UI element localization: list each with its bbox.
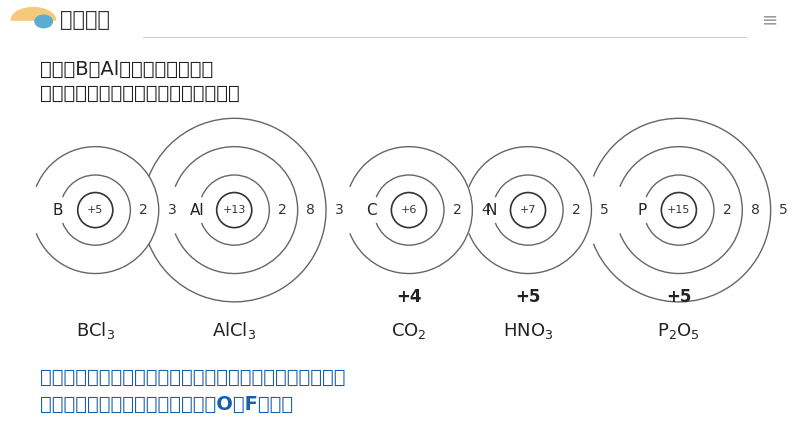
Text: 2: 2 bbox=[453, 203, 461, 217]
Text: 5: 5 bbox=[600, 203, 609, 217]
Text: 3: 3 bbox=[168, 203, 176, 217]
Text: ≡: ≡ bbox=[762, 11, 778, 30]
Text: 3: 3 bbox=[335, 203, 344, 217]
Text: +4: +4 bbox=[396, 288, 422, 306]
Text: +13: +13 bbox=[222, 205, 246, 215]
Text: 规律总结：主族元素的最高正化合价等于它所处的族序数，: 规律总结：主族元素的最高正化合价等于它所处的族序数， bbox=[40, 368, 345, 387]
Text: 2: 2 bbox=[139, 203, 148, 217]
Text: AlCl$_3$: AlCl$_3$ bbox=[212, 320, 256, 341]
Text: 5: 5 bbox=[780, 203, 788, 217]
Text: +15: +15 bbox=[667, 205, 691, 215]
Text: +7: +7 bbox=[520, 205, 536, 215]
Text: P$_2$O$_5$: P$_2$O$_5$ bbox=[657, 321, 700, 341]
Text: +5: +5 bbox=[666, 288, 692, 306]
Text: +5: +5 bbox=[515, 288, 541, 306]
Text: 请画出B和Al的原子结构示意图: 请画出B和Al的原子结构示意图 bbox=[40, 60, 213, 79]
Text: HNO$_3$: HNO$_3$ bbox=[503, 321, 553, 341]
Text: 新知讲授: 新知讲授 bbox=[60, 10, 110, 30]
Text: BCl$_3$: BCl$_3$ bbox=[75, 320, 115, 341]
Text: B: B bbox=[53, 202, 64, 218]
Text: N: N bbox=[485, 202, 496, 218]
Text: +5: +5 bbox=[87, 205, 103, 215]
Text: C: C bbox=[367, 202, 377, 218]
Text: 4: 4 bbox=[481, 203, 490, 217]
Text: Al: Al bbox=[190, 202, 204, 218]
Text: 2: 2 bbox=[723, 203, 731, 217]
Wedge shape bbox=[11, 8, 56, 20]
Text: +6: +6 bbox=[401, 205, 417, 215]
Ellipse shape bbox=[35, 15, 52, 28]
Text: CO$_2$: CO$_2$ bbox=[391, 321, 426, 341]
Text: 因为族序数与最外层电子数相同（O、F除外）: 因为族序数与最外层电子数相同（O、F除外） bbox=[40, 395, 293, 414]
Text: 8: 8 bbox=[306, 203, 315, 217]
Text: 2: 2 bbox=[278, 203, 287, 217]
Text: 2: 2 bbox=[572, 203, 580, 217]
Text: 8: 8 bbox=[751, 203, 760, 217]
Text: P: P bbox=[637, 202, 646, 218]
Text: 并预测其氯化物的化学式应该如何书写: 并预测其氯化物的化学式应该如何书写 bbox=[40, 84, 240, 103]
